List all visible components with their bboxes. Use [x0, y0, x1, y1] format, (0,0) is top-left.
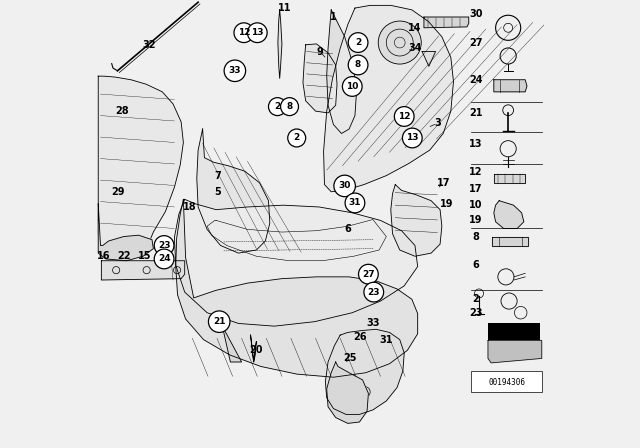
- Polygon shape: [176, 199, 418, 377]
- Text: 2: 2: [472, 294, 479, 304]
- Text: 33: 33: [366, 318, 380, 327]
- Text: 6: 6: [344, 224, 351, 234]
- Text: 20: 20: [250, 345, 263, 355]
- Text: 19: 19: [440, 199, 453, 209]
- Circle shape: [364, 282, 383, 302]
- Text: 33: 33: [228, 66, 241, 75]
- Text: 22: 22: [117, 251, 131, 261]
- Circle shape: [334, 175, 355, 197]
- Text: 12: 12: [237, 28, 250, 37]
- Text: 23: 23: [367, 288, 380, 297]
- Text: 30: 30: [339, 181, 351, 190]
- Text: 11: 11: [278, 3, 292, 13]
- Polygon shape: [101, 261, 185, 280]
- Polygon shape: [325, 329, 404, 414]
- Polygon shape: [278, 10, 282, 78]
- Circle shape: [288, 129, 306, 147]
- Text: 8: 8: [472, 232, 479, 241]
- Text: 12: 12: [469, 168, 483, 177]
- Polygon shape: [488, 340, 541, 363]
- Bar: [472, 371, 542, 392]
- Text: 9: 9: [317, 47, 323, 56]
- Text: 31: 31: [349, 198, 361, 207]
- Text: 1: 1: [330, 12, 337, 22]
- Polygon shape: [98, 204, 154, 261]
- Text: 23: 23: [158, 241, 170, 250]
- Text: 21: 21: [469, 108, 483, 118]
- Polygon shape: [494, 80, 527, 92]
- Text: 30: 30: [469, 9, 483, 19]
- Text: 21: 21: [213, 317, 225, 326]
- Circle shape: [269, 98, 286, 116]
- Text: 28: 28: [115, 106, 129, 116]
- Text: 10: 10: [469, 200, 483, 210]
- Text: 29: 29: [111, 187, 124, 197]
- Text: 17: 17: [436, 178, 450, 188]
- Text: 24: 24: [158, 254, 170, 263]
- Text: 6: 6: [472, 260, 479, 270]
- Text: 5: 5: [214, 187, 221, 197]
- Polygon shape: [391, 185, 442, 256]
- Text: 19: 19: [469, 215, 483, 224]
- Text: 2: 2: [355, 38, 361, 47]
- Polygon shape: [196, 129, 270, 253]
- Polygon shape: [222, 326, 241, 362]
- Polygon shape: [174, 199, 418, 326]
- Text: 26: 26: [353, 332, 367, 342]
- Circle shape: [209, 311, 230, 332]
- Polygon shape: [324, 5, 454, 192]
- Text: 3: 3: [434, 118, 441, 128]
- Polygon shape: [494, 201, 524, 228]
- Polygon shape: [303, 44, 337, 113]
- Circle shape: [224, 60, 246, 82]
- Text: 23: 23: [469, 308, 483, 318]
- Text: 7: 7: [214, 171, 221, 181]
- Circle shape: [348, 33, 368, 52]
- Text: 8: 8: [355, 60, 361, 69]
- Circle shape: [234, 23, 253, 43]
- Polygon shape: [424, 17, 468, 28]
- Text: 27: 27: [362, 270, 374, 279]
- Text: 17: 17: [469, 184, 483, 194]
- Circle shape: [394, 107, 414, 126]
- Text: 24: 24: [469, 75, 483, 85]
- Text: 18: 18: [183, 202, 197, 212]
- Text: 10: 10: [346, 82, 358, 91]
- Polygon shape: [326, 362, 369, 423]
- Text: 32: 32: [142, 40, 156, 50]
- Polygon shape: [494, 174, 525, 183]
- Text: 27: 27: [469, 38, 483, 47]
- Circle shape: [342, 77, 362, 96]
- Polygon shape: [250, 335, 257, 362]
- Bar: [488, 323, 540, 340]
- Circle shape: [378, 21, 421, 64]
- Text: 2: 2: [294, 134, 300, 142]
- Polygon shape: [326, 10, 356, 134]
- Circle shape: [358, 264, 378, 284]
- Polygon shape: [98, 76, 183, 256]
- Text: 25: 25: [344, 353, 357, 362]
- Circle shape: [248, 23, 267, 43]
- Circle shape: [345, 193, 365, 213]
- Circle shape: [403, 128, 422, 148]
- Circle shape: [154, 249, 174, 269]
- Text: 12: 12: [398, 112, 410, 121]
- Polygon shape: [493, 237, 528, 246]
- Text: 14: 14: [408, 23, 422, 33]
- Text: 31: 31: [380, 335, 393, 345]
- Text: 00194306: 00194306: [488, 378, 525, 387]
- Text: 16: 16: [97, 251, 111, 261]
- Text: 2: 2: [275, 102, 280, 111]
- Polygon shape: [422, 52, 436, 66]
- Circle shape: [348, 55, 368, 75]
- Text: 15: 15: [138, 251, 151, 261]
- Text: 13: 13: [406, 134, 419, 142]
- Text: 8: 8: [287, 102, 292, 111]
- Circle shape: [280, 98, 298, 116]
- Text: 13: 13: [251, 28, 264, 37]
- Text: 13: 13: [469, 139, 483, 149]
- Circle shape: [154, 236, 174, 255]
- Text: 34: 34: [408, 43, 422, 53]
